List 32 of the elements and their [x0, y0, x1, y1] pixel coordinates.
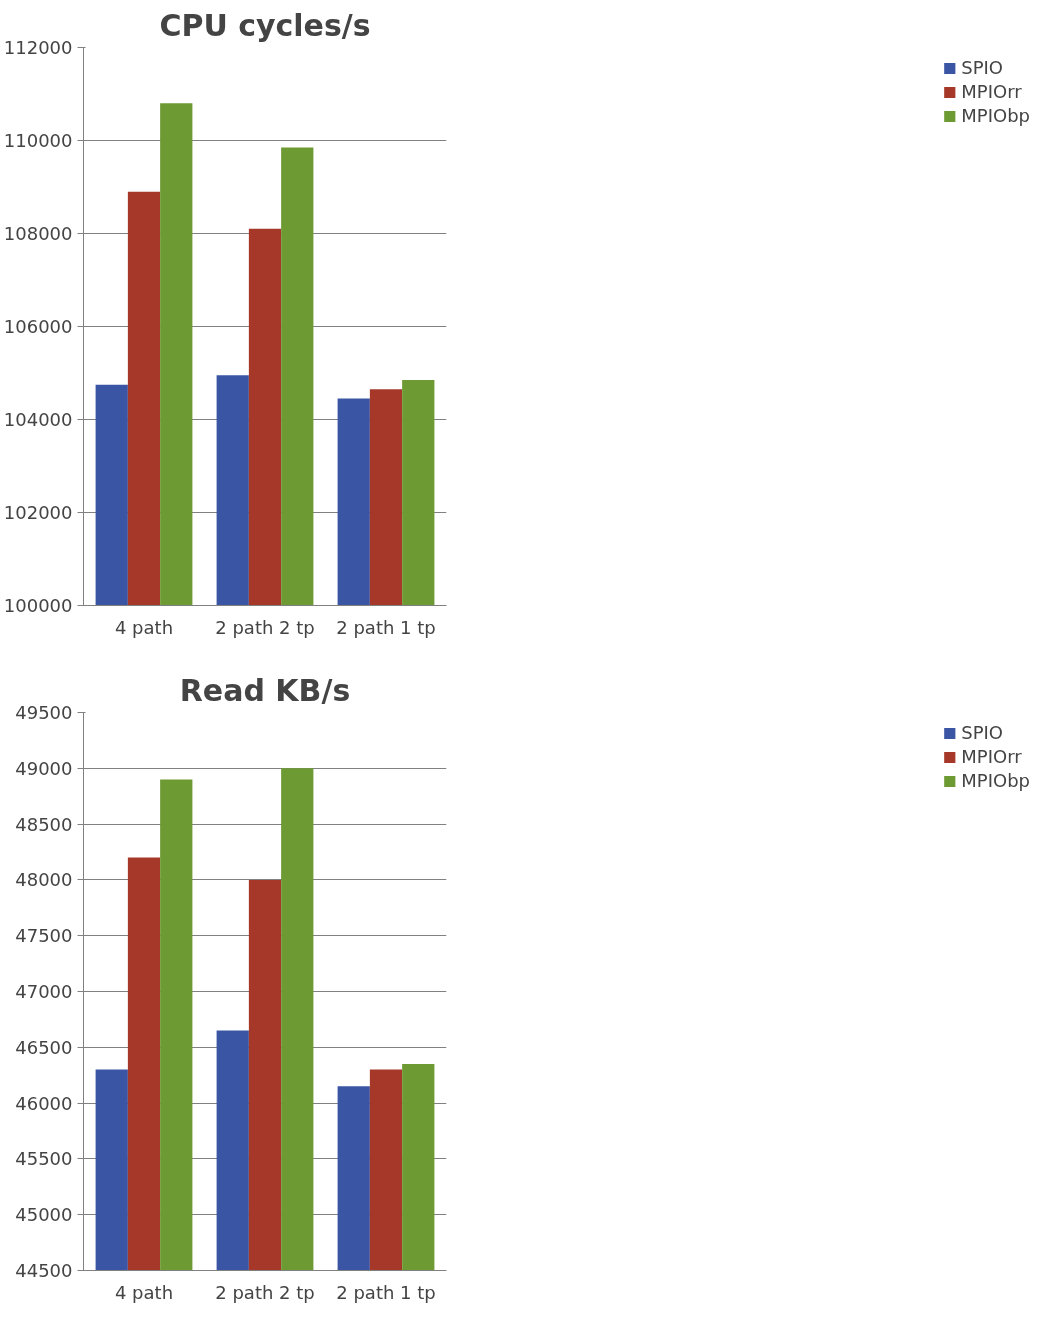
y-tick-label: 44500 — [15, 1260, 73, 1281]
y-tick-label: 102000 — [3, 502, 73, 523]
y-tick-label: 47000 — [15, 981, 73, 1002]
legend-label: MPIObp — [961, 105, 1030, 126]
x-tick-label: 2 path 2 tp — [215, 1281, 315, 1303]
y-tick-label: 49000 — [15, 757, 73, 779]
y-tick-label: 48500 — [15, 813, 73, 835]
y-tick-label: 49500 — [15, 702, 73, 723]
y-tick-label: 48000 — [15, 869, 73, 891]
legend-label: SPIO — [961, 722, 1004, 743]
y-tick-label: 112000 — [3, 37, 73, 58]
y-tick-label: 45500 — [15, 1148, 73, 1170]
y-tick-label: 110000 — [3, 130, 73, 151]
x-tick-label: 4 path — [114, 616, 174, 638]
x-tick-label: 4 path — [114, 1281, 174, 1303]
x-tick-label: 2 path 1 tp — [336, 1281, 436, 1303]
y-tick-label: 100000 — [3, 595, 73, 616]
y-tick-label: 108000 — [3, 223, 73, 244]
chart-title: Read KB/s — [179, 672, 351, 708]
legend-label: SPIO — [961, 57, 1004, 78]
legend-label: MPIOrr — [961, 746, 1022, 767]
x-tick-label: 2 path 1 tp — [336, 616, 436, 638]
y-tick-label: 47500 — [15, 925, 73, 947]
y-tick-label: 46000 — [15, 1092, 73, 1114]
y-tick-label: 106000 — [3, 316, 73, 337]
chart-title: CPU cycles/s — [159, 7, 371, 43]
legend-label: MPIObp — [961, 770, 1030, 791]
legend-label: MPIOrr — [961, 81, 1022, 102]
y-tick-label: 46500 — [15, 1036, 73, 1058]
x-tick-label: 2 path 2 tp — [215, 616, 315, 638]
y-tick-label: 45000 — [15, 1204, 73, 1226]
y-tick-label: 104000 — [3, 409, 73, 430]
